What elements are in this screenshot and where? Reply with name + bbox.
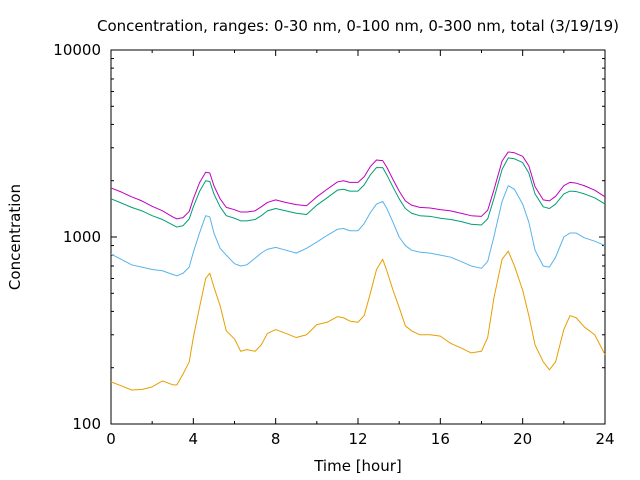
series-line-3 [110,151,606,220]
x-tick-label: 0 [106,430,116,448]
y-tick-label: 10000 [53,41,101,59]
series-line-1 [110,185,606,277]
x-tick-label: 20 [513,430,532,448]
series-line-2 [110,157,606,228]
y-axis-label: Concentration [6,184,24,290]
series-group [110,151,606,391]
x-tick-label: 4 [189,430,199,448]
x-tick-label: 24 [595,430,614,448]
x-axis-label: Time [hour] [313,457,402,475]
x-tick-label: 16 [431,430,450,448]
x-tick-label: 8 [271,430,281,448]
x-axis: 0 4 8 12 16 20 24 [106,50,615,448]
y-tick-label: 100 [72,415,101,433]
chart-title: Concentration, ranges: 0-30 nm, 0-100 nm… [97,17,619,35]
y-axis: 100 1000 10000 [53,41,605,433]
series-line-0 [110,250,606,391]
plot-frame [110,49,606,425]
y-tick-label: 1000 [63,228,101,246]
x-tick-label: 12 [348,430,367,448]
